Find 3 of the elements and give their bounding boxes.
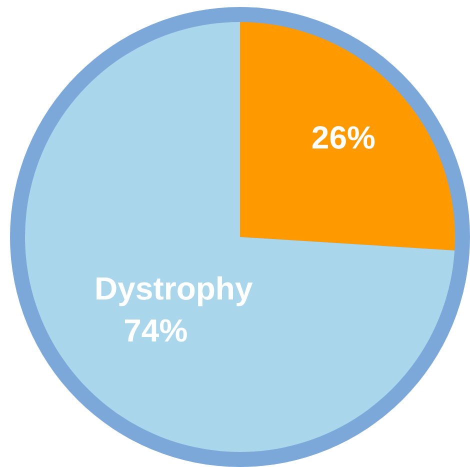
data-label: 74%: [124, 312, 188, 348]
slice-label: Dystrophy: [94, 270, 253, 306]
data-label: 26%: [311, 120, 376, 156]
